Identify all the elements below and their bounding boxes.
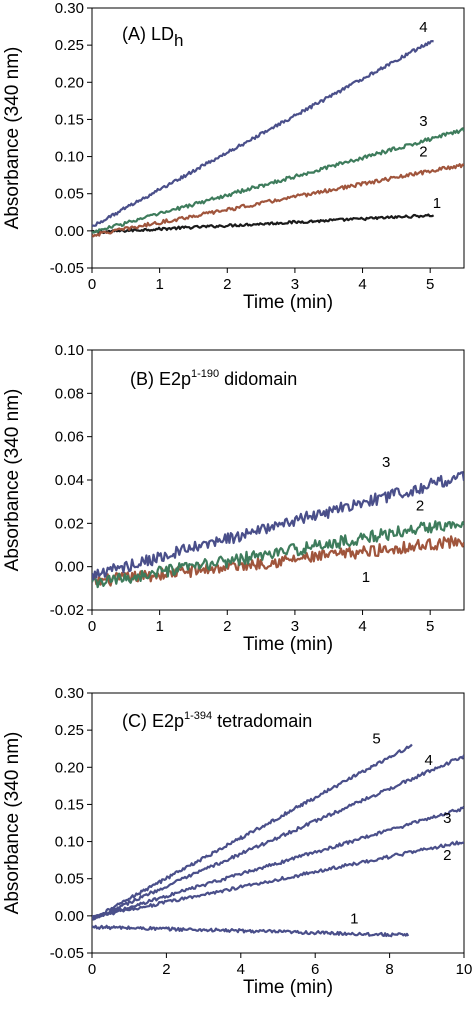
panel-c-series-5 xyxy=(92,743,413,920)
panel-a-ytick-label: 0.20 xyxy=(55,74,84,91)
panel-a-xtick-label: 5 xyxy=(426,276,434,293)
panel-c-series-label-5: 5 xyxy=(372,731,380,748)
panel-b-series-label-3: 3 xyxy=(382,454,390,471)
panel-b-series-label-2: 2 xyxy=(416,497,424,514)
panel-a-ytick-label: 0.05 xyxy=(55,186,84,203)
panel-b-series-label-1: 1 xyxy=(362,569,370,586)
panel-c-xtick-label: 6 xyxy=(311,961,319,978)
panel-a-xtick-label: 3 xyxy=(291,276,299,293)
panel-a-xtick-label: 1 xyxy=(155,276,163,293)
panel-a-xtick-label: 4 xyxy=(358,276,366,293)
panel-b: -0.02 0.00 0.02 0.04 0.06 0.08 0.10 0 1 2 3 4 5 Time … xyxy=(2,342,465,655)
panel-a-series-label-2: 2 xyxy=(419,144,427,161)
panel-c-series-label-2: 2 xyxy=(443,847,451,864)
panel-a-series-label-3: 3 xyxy=(419,113,427,130)
panel-b-ytick-label: 0.10 xyxy=(55,342,84,359)
panel-a-series-4 xyxy=(92,40,434,227)
panel-b-xlabel: Time (min) xyxy=(243,634,333,655)
panel-a-xtick-label: 2 xyxy=(223,276,231,293)
panel-b-xtick-label: 4 xyxy=(358,618,366,635)
panel-b-series-2 xyxy=(92,520,464,589)
panel-a-ytick-label: 0.15 xyxy=(55,111,84,128)
panel-b-xtick-label: 3 xyxy=(291,618,299,635)
panel-a-ytick-label: -0.05 xyxy=(50,260,84,277)
panel-c: -0.05 0.00 0.05 0.10 0.15 0.20 0.25 0.30 0 2 4 6 8 10… xyxy=(2,685,472,998)
panel-c-series-3 xyxy=(92,805,464,920)
panel-b-series-3 xyxy=(92,471,464,581)
panel-b-ytick-label: 0.06 xyxy=(55,429,84,446)
panel-b-title: (B) E2p1-190 didomain xyxy=(130,368,297,389)
panel-a-ytick-label: 0.30 xyxy=(55,0,84,17)
panel-b-xtick-label: 2 xyxy=(223,618,231,635)
panel-c-ylabel: Absorbance (340 nm) xyxy=(2,732,23,915)
panel-b-series-1 xyxy=(92,535,464,587)
panel-c-ytick-label: 0.10 xyxy=(55,834,84,851)
panel-c-xtick-label: 0 xyxy=(88,961,96,978)
panel-a-xlabel: Time (min) xyxy=(243,292,333,313)
panel-c-ytick-label: 0.05 xyxy=(55,871,84,888)
panel-b-ylabel: Absorbance (340 nm) xyxy=(2,389,23,572)
panel-a-series-3 xyxy=(92,127,464,234)
panel-b-ytick-label: 0.04 xyxy=(55,472,84,489)
panel-b-ytick-label: 0.08 xyxy=(55,385,84,402)
panel-c-xtick-label: 8 xyxy=(385,961,393,978)
panel-c-ytick-label: 0.20 xyxy=(55,759,84,776)
panel-b-frame xyxy=(91,349,465,611)
panel-a-ytick-label: 0.25 xyxy=(55,37,84,54)
panel-c-series-4 xyxy=(92,754,464,921)
panel-a-title: (A) LDh xyxy=(122,24,183,50)
panel-a-ylabel: Absorbance (340 nm) xyxy=(2,47,23,230)
panel-c-frame xyxy=(91,692,465,954)
panel-a-ytick-label: 0.00 xyxy=(55,223,84,240)
panel-b-xtick-label: 0 xyxy=(88,618,96,635)
panel-a-ytick-label: 0.10 xyxy=(55,149,84,166)
panel-c-ytick-label: 0.15 xyxy=(55,796,84,813)
panel-c-series-label-1: 1 xyxy=(350,910,358,927)
panel-c-xtick-label: 2 xyxy=(162,961,170,978)
panel-c-series-2 xyxy=(92,840,464,919)
panel-b-ytick-label: 0.02 xyxy=(55,515,84,532)
panel-c-xtick-label: 4 xyxy=(237,961,245,978)
panel-b-xtick-label: 5 xyxy=(426,618,434,635)
panel-a-series-label-1: 1 xyxy=(433,195,441,212)
panel-c-ytick-label: 0.00 xyxy=(55,908,84,925)
panel-c-ytick-label: 0.25 xyxy=(55,722,84,739)
panel-a-series-1 xyxy=(92,213,435,235)
panel-b-ytick-label: 0.00 xyxy=(55,559,84,576)
panel-a-xtick-label: 0 xyxy=(88,276,96,293)
panel-a-frame xyxy=(91,7,465,269)
panel-c-series-1 xyxy=(92,924,410,938)
panel-a-series-2 xyxy=(92,163,464,238)
panel-a: -0.05 0.00 0.05 0.10 0.15 0.20 0.25 0.30 0 1 2 3 4 5 T… xyxy=(2,0,465,313)
panel-c-series-label-3: 3 xyxy=(443,810,451,827)
panel-b-ytick-label: -0.02 xyxy=(50,602,84,619)
panel-c-xtick-label: 10 xyxy=(456,961,473,978)
panel-c-ytick-label: -0.05 xyxy=(50,945,84,962)
panel-a-series-label-4: 4 xyxy=(419,19,427,36)
panel-c-series-label-4: 4 xyxy=(424,752,432,769)
panel-c-title: (C) E2p1-394 tetradomain xyxy=(122,710,312,731)
panel-b-xtick-label: 1 xyxy=(155,618,163,635)
panel-c-xlabel: Time (min) xyxy=(243,977,333,998)
panel-c-ytick-label: 0.30 xyxy=(55,685,84,702)
